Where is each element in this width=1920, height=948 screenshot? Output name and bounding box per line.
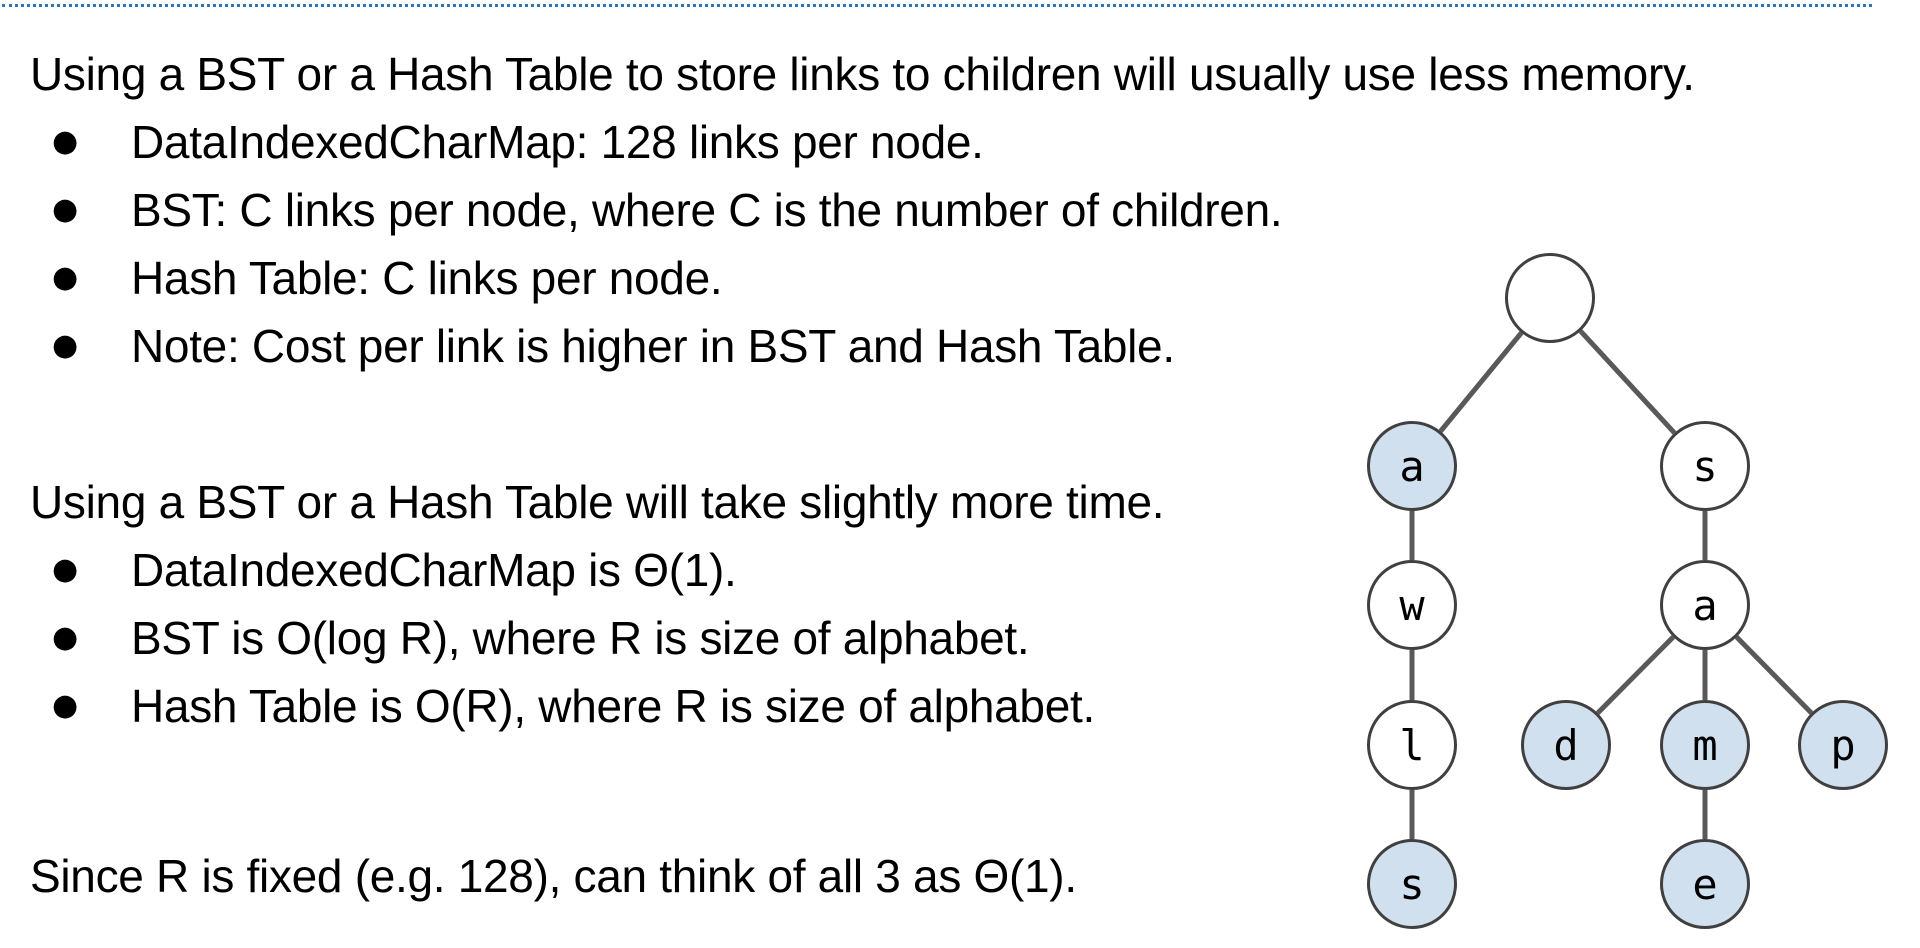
trie-node-awl: l [1367,700,1457,790]
trie-node-sap: p [1798,700,1888,790]
time-bullet: DataIndexedCharMap is Θ(1). [30,536,1910,604]
time-heading: Using a BST or a Hash Table will take sl… [30,476,1165,528]
trie-edge [1595,635,1676,715]
time-bullet: Hash Table is O(R), where R is size of a… [30,672,1910,740]
trie-node-aw: w [1367,560,1457,650]
memory-bullet: DataIndexedCharMap: 128 links per node. [30,108,1910,176]
trie-node-s: s [1660,421,1750,511]
trie-node-sam: m [1660,700,1750,790]
memory-bullet: Note: Cost per link is higher in BST and… [30,312,1910,380]
trie-node-a: a [1367,421,1457,511]
memory-bullet: BST: C links per node, where C is the nu… [30,176,1910,244]
time-bullet: BST is O(log R), where R is size of alph… [30,604,1910,672]
conclusion-text: Since R is fixed (e.g. 128), can think o… [30,850,1077,902]
memory-bullet: Hash Table: C links per node. [30,244,1910,312]
time-bullet-list: DataIndexedCharMap is Θ(1). BST is O(log… [30,536,1910,740]
trie-node-same: e [1660,839,1750,929]
top-dotted-rule [2,4,1872,7]
trie-edges [1409,329,1814,839]
trie-node-root [1505,253,1595,343]
trie-node-sad: d [1521,700,1611,790]
trie-edge [1734,635,1814,715]
slide-text: Using a BST or a Hash Table to store lin… [30,40,1910,910]
trie-edge [1438,331,1524,433]
trie-node-sa: a [1660,560,1750,650]
memory-heading: Using a BST or a Hash Table to store lin… [30,48,1695,100]
trie-diagram: a w l s s a d m e p [1350,240,1920,948]
trie-node-awls: s [1367,839,1457,929]
trie-edge [1578,329,1677,435]
memory-bullet-list: DataIndexedCharMap: 128 links per node. … [30,108,1910,380]
